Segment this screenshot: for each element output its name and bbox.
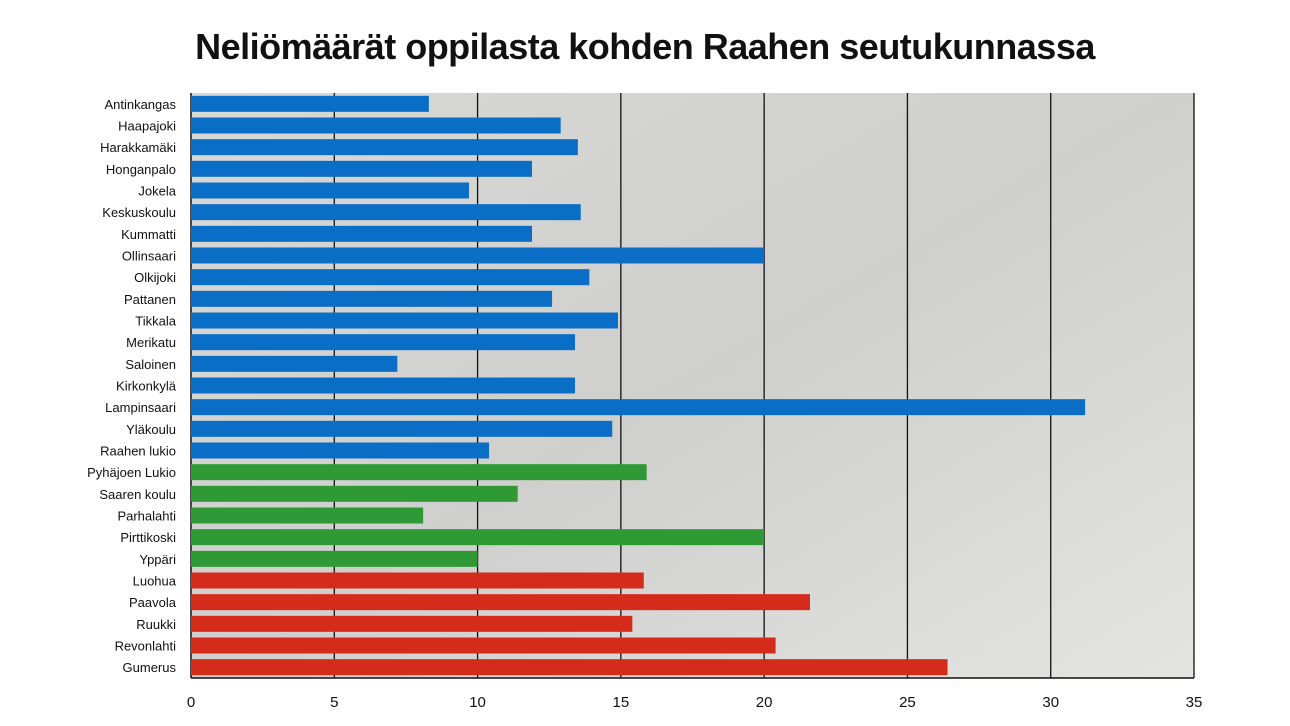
bar: [191, 464, 647, 481]
bar: [191, 572, 644, 589]
category-label: Merikatu: [126, 335, 176, 350]
bar: [191, 377, 576, 394]
bar: [191, 312, 618, 329]
bar: [191, 529, 765, 546]
bar: [191, 269, 590, 286]
category-label: Gumerus: [123, 660, 177, 675]
bar: [191, 160, 533, 177]
bar: [191, 204, 581, 221]
category-label: Paavola: [129, 595, 177, 610]
category-label: Kummatti: [121, 227, 176, 242]
category-label: Olkijoki: [134, 270, 176, 285]
x-tick-label: 5: [330, 694, 338, 711]
category-label: Ollinsaari: [122, 249, 176, 264]
bar: [191, 95, 429, 112]
category-label: Yppäri: [139, 552, 176, 567]
bar: [191, 615, 633, 632]
category-label: Parhalahti: [117, 509, 176, 524]
chart-title: Neliömäärät oppilasta kohden Raahen seut…: [195, 26, 1095, 67]
x-tick-label: 15: [613, 694, 630, 711]
bar: [191, 139, 578, 156]
x-tick-label: 30: [1042, 694, 1059, 711]
category-label: Kirkonkylä: [116, 379, 177, 394]
category-label: Jokela: [138, 184, 176, 199]
bar: [191, 290, 553, 307]
category-label: Saloinen: [125, 357, 176, 372]
x-tick-label: 20: [756, 694, 773, 711]
bar: [191, 550, 478, 567]
bar: [191, 182, 469, 199]
category-label: Ruukki: [136, 617, 176, 632]
category-label: Haapajoki: [118, 119, 176, 134]
bar: [191, 225, 533, 242]
category-label: Pattanen: [124, 292, 176, 307]
x-tick-label: 10: [469, 694, 486, 711]
category-label: Harakkamäki: [100, 140, 176, 155]
category-label: Pirttikoski: [120, 530, 176, 545]
category-label: Tikkala: [135, 314, 176, 329]
bar: [191, 420, 613, 437]
bar: [191, 507, 424, 524]
category-label: Revonlahti: [115, 639, 177, 654]
bar: [191, 247, 765, 264]
category-label: Lampinsaari: [105, 400, 176, 415]
bar: [191, 117, 561, 134]
bar: [191, 442, 490, 459]
category-label: Pyhäjoen Lukio: [87, 465, 176, 480]
bar: [191, 399, 1086, 416]
category-label: Saaren koulu: [99, 487, 176, 502]
x-tick-label: 0: [187, 694, 195, 711]
x-tick-label: 25: [899, 694, 916, 711]
bar: [191, 637, 776, 654]
bar: [191, 334, 576, 351]
bar: [191, 485, 518, 502]
category-label: Antinkangas: [104, 97, 176, 112]
category-label: Raahen lukio: [100, 444, 176, 459]
category-label: Yläkoulu: [126, 422, 176, 437]
category-label: Luohua: [133, 574, 177, 589]
category-label: Honganpalo: [106, 162, 176, 177]
bar: [191, 355, 398, 372]
x-tick-label: 35: [1186, 694, 1203, 711]
bar: [191, 594, 810, 611]
bar: [191, 659, 948, 676]
category-label: Keskuskoulu: [102, 205, 176, 220]
